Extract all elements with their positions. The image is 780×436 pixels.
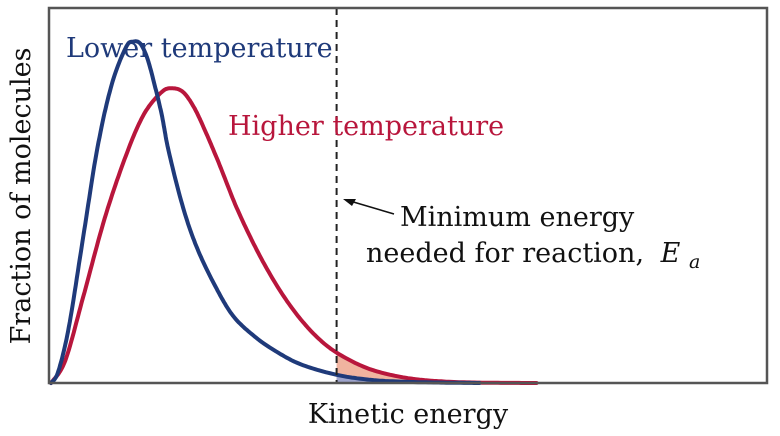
- ea-subscript: a: [689, 251, 700, 273]
- annotation-arrowhead: [343, 199, 356, 206]
- higher-temperature-label: Higher temperature: [228, 111, 504, 142]
- annotation-line-2: needed for reaction, E a: [366, 238, 700, 273]
- lower-temperature-label: Lower temperature: [66, 33, 333, 64]
- annotation-line-2-text: needed for reaction,: [366, 238, 644, 269]
- annotation-arrow-shaft: [349, 200, 395, 215]
- higher-temperature-curve: [49, 86, 539, 385]
- ea-symbol: E: [660, 238, 681, 269]
- plot-frame: [47, 6, 769, 385]
- annotation-line-1: Minimum energy: [400, 202, 635, 233]
- x-axis-label: Kinetic energy: [308, 399, 509, 430]
- y-axis-label: Fraction of molecules: [6, 48, 37, 345]
